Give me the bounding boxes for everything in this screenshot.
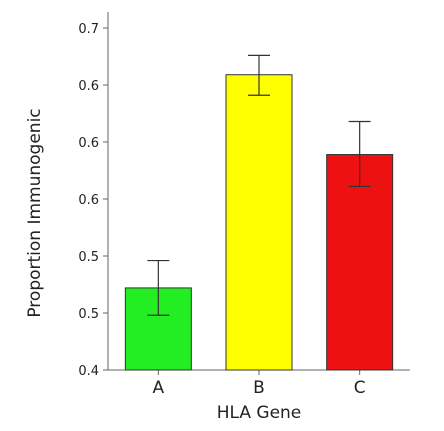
y-tick-label: 0.4 bbox=[78, 364, 99, 379]
bar-b bbox=[225, 74, 293, 371]
x-axis: A B C bbox=[108, 369, 410, 398]
y-axis-title: Proportion Immunogenic bbox=[25, 108, 45, 317]
y-axis: 0.4 0.5 0.5 0.6 0.6 0.6 0.7 bbox=[78, 12, 109, 379]
error-bar-a bbox=[147, 259, 170, 316]
y-tick-label: 0.5 bbox=[78, 307, 99, 322]
bar-c bbox=[326, 154, 394, 371]
y-tick-label: 0.6 bbox=[78, 136, 99, 151]
x-tick-label: C bbox=[354, 378, 366, 398]
error-bar-c bbox=[348, 120, 371, 188]
x-axis-title: HLA Gene bbox=[217, 403, 302, 423]
bars bbox=[124, 74, 394, 371]
y-tick-label: 0.6 bbox=[78, 79, 99, 94]
error-bar-b bbox=[248, 54, 270, 96]
x-tick-label: A bbox=[153, 378, 165, 398]
y-tick-label: 0.7 bbox=[78, 22, 99, 37]
y-tick-label: 0.6 bbox=[78, 193, 99, 208]
y-tick-label: 0.5 bbox=[78, 250, 99, 265]
error-bars bbox=[147, 54, 371, 316]
x-tick-label: B bbox=[253, 378, 265, 398]
